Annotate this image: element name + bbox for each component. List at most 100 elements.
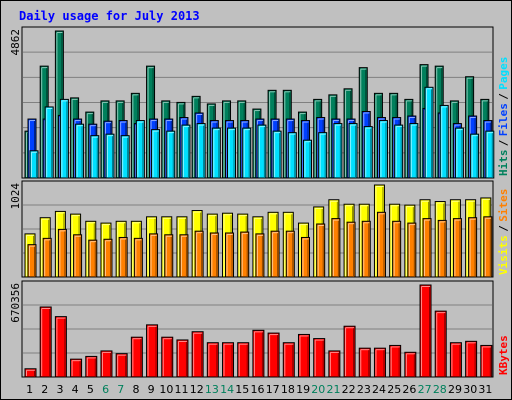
bottom-kbytes-bar xyxy=(419,284,432,378)
x-tick-label: 20 xyxy=(311,383,325,396)
top-pages-bar xyxy=(135,120,145,179)
top-pages-bar xyxy=(302,139,312,179)
top-pages-bar xyxy=(454,127,464,179)
x-tick-label: 12 xyxy=(190,383,204,396)
middle-sites-bar xyxy=(240,231,250,278)
top-pages-bar xyxy=(287,132,297,179)
x-tick-label: 14 xyxy=(220,383,234,396)
bottom-kbytes-bar xyxy=(146,324,159,378)
middle-sites-bar xyxy=(103,238,113,278)
legend-separator: / xyxy=(497,93,510,100)
x-tick-label: 25 xyxy=(387,383,401,396)
bottom-kbytes-bar xyxy=(465,340,478,378)
middle-sites-bar xyxy=(483,216,493,278)
bottom-kbytes-bar xyxy=(115,353,128,378)
bottom-kbytes-bar xyxy=(161,336,174,378)
x-tick-label: 6 xyxy=(102,383,109,396)
top-pages-bar xyxy=(318,132,328,179)
legend-kbytes: KBytes xyxy=(497,335,510,375)
bottom-kbytes-bar xyxy=(85,355,98,378)
middle-sites-bar xyxy=(225,232,235,278)
x-tick-label: 30 xyxy=(463,383,477,396)
top-pages-bar xyxy=(424,86,434,179)
x-tick-label: 26 xyxy=(402,383,416,396)
middle-sites-bar xyxy=(316,223,326,278)
bottom-kbytes-bar xyxy=(24,368,37,378)
legend-separator: / xyxy=(497,139,510,146)
bottom-kbytes-bar xyxy=(100,350,113,378)
middle-sites-bar xyxy=(133,237,143,278)
top-pages-bar xyxy=(227,127,237,179)
top-pages-bar xyxy=(59,98,69,179)
x-tick-label: 27 xyxy=(418,383,432,396)
x-tick-label: 9 xyxy=(148,383,155,396)
x-tick-label: 24 xyxy=(372,383,386,396)
top-pages-bar xyxy=(105,133,115,179)
bottom-kbytes-bar xyxy=(176,339,189,378)
top-pages-bar xyxy=(181,124,191,179)
middle-sites-bar xyxy=(407,222,417,278)
y-max-label-bottom: 670356 xyxy=(9,283,22,323)
middle-sites-bar xyxy=(437,219,447,278)
bottom-kbytes-bar xyxy=(358,347,371,378)
bottom-kbytes-bar xyxy=(222,342,235,378)
bottom-kbytes-bar xyxy=(404,351,417,378)
middle-sites-bar xyxy=(270,230,280,278)
middle-sites-bar xyxy=(300,236,310,278)
chart-title: Daily usage for July 2013 xyxy=(19,9,200,23)
top-pages-bar xyxy=(29,150,39,179)
bottom-kbytes-bar xyxy=(373,347,386,378)
top-pages-bar xyxy=(470,133,480,179)
bottom-kbytes-bar xyxy=(39,306,52,378)
x-tick-label: 29 xyxy=(448,383,462,396)
bottom-kbytes-bar xyxy=(237,342,250,378)
middle-sites-bar xyxy=(392,220,402,278)
bottom-kbytes-bar xyxy=(389,344,402,378)
legend-visits: Visits xyxy=(497,235,510,275)
x-tick-label: 4 xyxy=(72,383,79,396)
x-tick-label: 22 xyxy=(342,383,356,396)
top-pages-bar xyxy=(363,126,373,179)
x-tick-label: 2 xyxy=(41,383,48,396)
x-tick-label: 13 xyxy=(205,383,219,396)
bottom-kbytes-bar xyxy=(328,350,341,378)
bottom-kbytes-bar xyxy=(449,342,462,378)
middle-sites-bar xyxy=(42,237,52,278)
x-tick-label: 11 xyxy=(175,383,189,396)
top-pages-bar xyxy=(257,124,267,179)
x-tick-label: 1 xyxy=(26,383,33,396)
middle-sites-bar xyxy=(376,211,386,278)
top-pages-bar xyxy=(272,130,282,179)
legend-files: Files xyxy=(497,103,510,136)
x-tick-label: 5 xyxy=(87,383,94,396)
top-pages-bar xyxy=(120,135,130,179)
top-pages-bar xyxy=(211,127,221,179)
middle-sites-bar xyxy=(88,239,98,278)
x-tick-label: 28 xyxy=(433,383,447,396)
middle-sites-bar xyxy=(361,220,371,278)
top-pages-bar xyxy=(166,130,176,179)
top-pages-bar xyxy=(44,106,54,179)
x-tick-label: 19 xyxy=(296,383,310,396)
bottom-kbytes-bar xyxy=(191,331,204,378)
middle-sites-bar xyxy=(285,230,295,278)
bottom-kbytes-bar xyxy=(206,342,219,378)
middle-sites-bar xyxy=(209,232,219,278)
legend-separator: / xyxy=(497,225,510,232)
bottom-kbytes-bar xyxy=(130,336,143,378)
top-pages-bar xyxy=(75,123,85,179)
middle-sites-bar xyxy=(468,217,478,278)
bottom-kbytes-bar xyxy=(297,333,310,378)
x-tick-label: 8 xyxy=(132,383,139,396)
top-pages-bar xyxy=(90,135,100,179)
x-tick-label: 18 xyxy=(281,383,295,396)
top-pages-bar xyxy=(378,120,388,179)
middle-sites-bar xyxy=(346,221,356,278)
top-pages-bar xyxy=(394,124,404,179)
middle-sites-bar xyxy=(164,234,174,278)
bottom-kbytes-bar xyxy=(54,316,67,378)
middle-sites-bar xyxy=(118,236,128,278)
bottom-kbytes-bar xyxy=(480,344,493,378)
y-max-label-top: 4862 xyxy=(9,29,22,56)
